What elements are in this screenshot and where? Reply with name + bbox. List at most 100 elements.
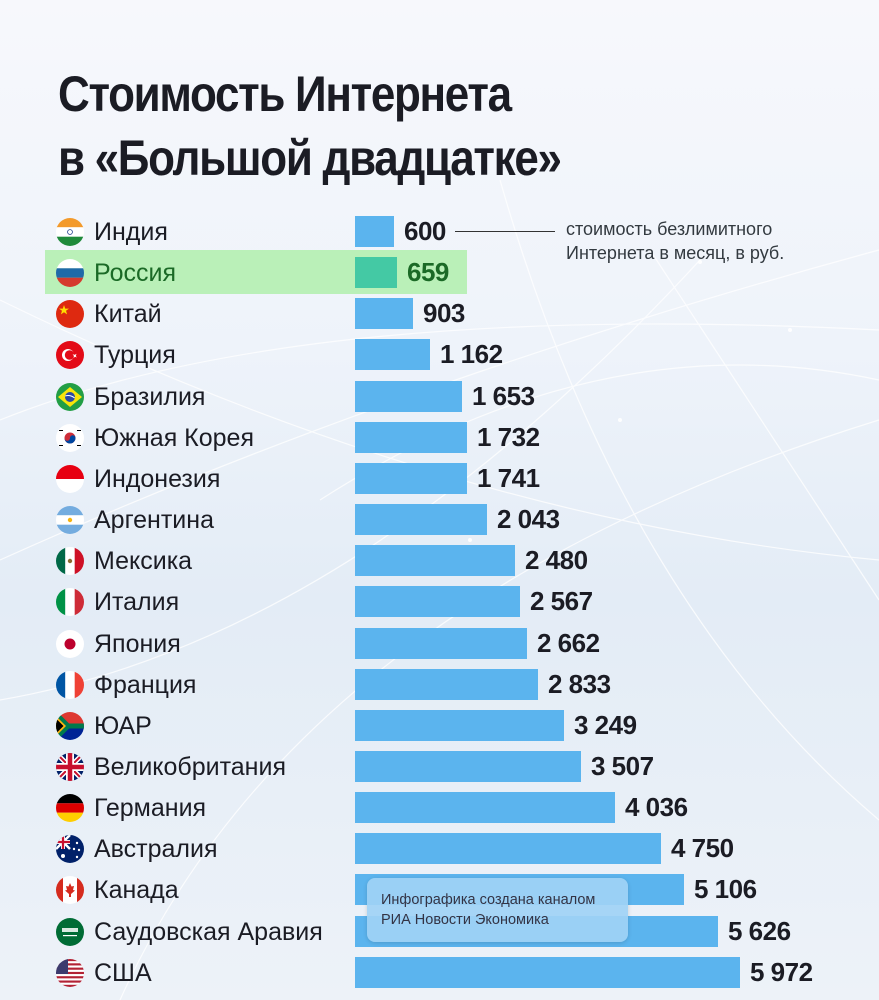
value-bar (355, 339, 430, 371)
value-label: 659 (407, 257, 449, 288)
value-bar (355, 504, 487, 536)
chart-row: Южная Корея 1 732 (0, 417, 879, 458)
value-bar (355, 668, 538, 700)
south-korea-flag-icon (56, 423, 84, 452)
value-label: 1 741 (477, 462, 540, 493)
value-label: 2 043 (497, 504, 560, 535)
chart-row: Япония 2 662 (0, 623, 879, 664)
australia-flag-icon (56, 835, 84, 864)
chart-row: Индия 600 (0, 211, 879, 252)
credit-line-2: РИА Новости Экономика (381, 912, 549, 928)
france-flag-icon (56, 670, 84, 699)
value-label: 5 972 (750, 956, 813, 987)
chart-row: Аргентина 2 043 (0, 499, 879, 540)
brazil-flag-icon (56, 382, 84, 411)
legend-leader-line (455, 231, 555, 232)
value-bar (355, 421, 467, 453)
country-label: Великобритания (94, 752, 286, 781)
value-legend: стоимость безлимитного Интернета в месяц… (566, 217, 784, 265)
value-bar (355, 833, 661, 865)
canada-flag-icon (56, 876, 84, 905)
legend-line-2: Интернета в месяц, в руб. (566, 243, 785, 263)
chart-row: Италия 2 567 (0, 581, 879, 622)
page-title: Стоимость Интернета в «Большой двадцатке… (58, 62, 562, 190)
credit-line-1: Инфографика создана каналом (381, 892, 596, 908)
value-label: 2 833 (548, 668, 611, 699)
country-label: Италия (94, 588, 180, 617)
value-bar (355, 216, 394, 247)
value-bar (355, 956, 740, 988)
country-label: Саудовская Аравия (94, 917, 323, 946)
value-label: 600 (404, 216, 446, 246)
chart-row: США 5 972 (0, 952, 879, 993)
chart-row: Россия 659 (0, 252, 879, 293)
title-line-1: Стоимость Интернета (58, 66, 512, 122)
value-bar (355, 586, 520, 618)
chart-row: Китай 903 (0, 293, 879, 334)
chart-row: Турция 1 162 (0, 334, 879, 375)
country-label: Индия (94, 218, 168, 246)
country-label: Китай (94, 300, 162, 329)
country-label: Франция (94, 670, 197, 699)
value-label: 1 732 (477, 421, 540, 452)
value-label: 2 662 (537, 627, 600, 658)
value-bar (355, 545, 515, 577)
value-bar (355, 750, 581, 782)
country-label: Мексика (94, 547, 193, 576)
country-label: ЮАР (94, 711, 152, 740)
china-flag-icon (56, 300, 84, 329)
value-bar (355, 380, 462, 412)
value-bar (355, 627, 527, 659)
south-africa-flag-icon (56, 711, 84, 740)
value-bar (355, 257, 397, 289)
value-label: 1 653 (472, 380, 535, 411)
value-label: 5 626 (728, 915, 791, 946)
value-label: 5 106 (694, 874, 757, 905)
chart-row: Великобритания 3 507 (0, 746, 879, 787)
value-label: 3 249 (574, 709, 637, 740)
country-label: Индонезия (94, 464, 221, 493)
chart-row: ЮАР 3 249 (0, 705, 879, 746)
russia-flag-icon (56, 259, 84, 288)
india-flag-icon (56, 218, 84, 246)
value-bar (355, 298, 413, 330)
country-label: США (94, 958, 152, 987)
credit-badge: Инфографика создана каналом РИА Новости … (367, 878, 628, 942)
country-label: Канада (94, 876, 179, 905)
legend-line-1: стоимость безлимитного (566, 219, 773, 239)
value-label: 2 480 (525, 545, 588, 576)
country-label: Германия (94, 794, 207, 823)
country-label: Россия (94, 259, 176, 288)
value-label: 2 567 (530, 586, 593, 617)
value-bar (355, 462, 467, 494)
chart-row: Франция 2 833 (0, 664, 879, 705)
value-label: 1 162 (440, 339, 503, 370)
country-label: Аргентина (94, 506, 214, 535)
value-bar (355, 709, 564, 741)
italy-flag-icon (56, 588, 84, 617)
uk-flag-icon (56, 752, 84, 781)
japan-flag-icon (56, 629, 84, 658)
mexico-flag-icon (56, 547, 84, 576)
indonesia-flag-icon (56, 464, 84, 493)
chart-row: Индонезия 1 741 (0, 458, 879, 499)
country-label: Турция (94, 341, 176, 370)
chart-row: Австралия 4 750 (0, 828, 879, 869)
usa-flag-icon (56, 958, 84, 987)
chart-row: Бразилия 1 653 (0, 376, 879, 417)
value-label: 4 750 (671, 833, 734, 864)
argentina-flag-icon (56, 506, 84, 535)
chart-row: Мексика 2 480 (0, 540, 879, 581)
title-line-2: в «Большой двадцатке» (58, 130, 562, 186)
value-bar (355, 792, 615, 824)
chart-row: Германия 4 036 (0, 787, 879, 828)
value-label: 4 036 (625, 792, 688, 823)
country-label: Австралия (94, 835, 218, 864)
country-label: Бразилия (94, 382, 206, 411)
country-label: Южная Корея (94, 423, 254, 452)
saudi-arabia-flag-icon (56, 917, 84, 946)
country-label: Япония (94, 629, 181, 658)
germany-flag-icon (56, 794, 84, 823)
value-label: 3 507 (591, 750, 654, 781)
value-label: 903 (423, 298, 465, 329)
